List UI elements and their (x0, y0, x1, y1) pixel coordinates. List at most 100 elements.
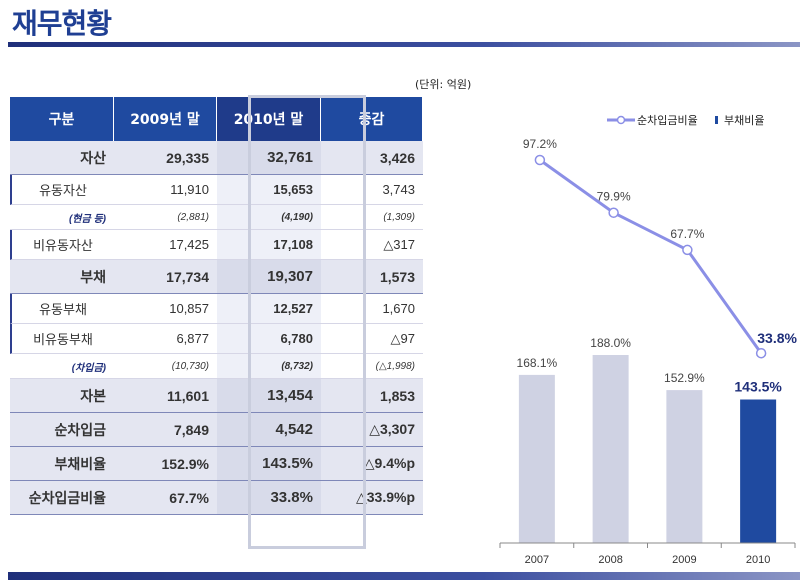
row-label: 부채비율 (10, 447, 114, 481)
value-change: (△1,998) (321, 354, 423, 379)
row-label: (차입금) (10, 354, 114, 379)
bar-data-label: 168.1% (517, 356, 558, 370)
row-label: 자산 (10, 141, 114, 175)
value-2010: 13,454 (217, 379, 321, 413)
value-2009: 67.7% (114, 481, 217, 515)
legend-line-marker (616, 115, 626, 125)
table-row: 유동부채 10,857 12,527 1,670 (10, 294, 423, 324)
value-2009: 11,601 (114, 379, 217, 413)
table-row: 부채 17,734 19,307 1,573 (10, 260, 423, 294)
page-title: 재무현황 (12, 7, 112, 40)
row-label: 비유동자산 (10, 230, 114, 260)
row-label: 순차입금비율 (10, 481, 114, 515)
legend-line-label: 순차입금비율 (637, 114, 698, 127)
value-2009: (10,730) (114, 354, 217, 379)
bar (740, 399, 777, 543)
header-2009: 2009년 말 (114, 97, 217, 141)
bar-data-label: 152.9% (664, 371, 705, 385)
value-2010: 143.5% (217, 447, 321, 481)
title-divider (8, 42, 800, 47)
bar (592, 355, 629, 543)
table-row: 자본 11,601 13,454 1,853 (10, 379, 423, 413)
value-2009: 152.9% (114, 447, 217, 481)
value-change: △97 (321, 324, 423, 354)
line-data-label: 97.2% (523, 137, 557, 151)
value-2010: 4,542 (217, 413, 321, 447)
value-2010: 12,527 (217, 294, 321, 324)
value-2009: 29,335 (114, 141, 217, 175)
line-series: 97.2% 79.9% 67.7% 33.8% (523, 137, 798, 359)
line-data-label: 67.7% (670, 227, 704, 241)
line-point (755, 347, 767, 359)
x-axis: 2007 2008 2009 2010 (499, 542, 796, 566)
value-change: 3,743 (321, 175, 423, 205)
table-row: 순차입금비율 67.7% 33.8% △33.9%p (10, 481, 423, 515)
value-change: 1,573 (321, 260, 423, 294)
ratio-chart: 순차입금비율 부채비율 168.1% 188.0% 152.9% 143.5% 97.2… (499, 114, 798, 566)
table-row: 유동자산 11,910 15,653 3,743 (10, 175, 423, 205)
value-change: △9.4%p (321, 447, 423, 481)
value-change: △317 (321, 230, 423, 260)
table-row: 순차입금 7,849 4,542 △3,307 (10, 413, 423, 447)
row-label: 자본 (10, 379, 114, 413)
value-2010: 32,761 (217, 141, 321, 175)
x-tick-label: 2008 (598, 554, 622, 566)
table-row: 비유동부채 6,877 6,780 △97 (10, 324, 423, 354)
value-change: △3,307 (321, 413, 423, 447)
line-point (534, 154, 546, 166)
row-label: 부채 (10, 260, 114, 294)
table-row: (차입금) (10,730) (8,732) (△1,998) (10, 354, 423, 379)
value-change: △33.9%p (321, 481, 423, 515)
line-series-path (539, 158, 763, 355)
x-tick-label: 2007 (525, 554, 549, 566)
value-change: (1,309) (321, 205, 423, 230)
table-header-row: 구분 2009년 말 2010년 말 증감 (10, 97, 423, 141)
x-tick-label: 2009 (672, 554, 696, 566)
chart-legend: 순차입금비율 부채비율 (607, 114, 764, 127)
value-2009: 17,425 (114, 230, 217, 260)
financial-table: 구분 2009년 말 2010년 말 증감 자산 29,335 32,761 3,42… (10, 97, 423, 515)
value-2010: 6,780 (217, 324, 321, 354)
bar-data-label: 188.0% (590, 336, 631, 350)
value-2010: 19,307 (217, 260, 321, 294)
table-row: 비유동자산 17,425 17,108 △317 (10, 230, 423, 260)
row-label: 순차입금 (10, 413, 114, 447)
value-2009: 17,734 (114, 260, 217, 294)
value-change: 1,853 (321, 379, 423, 413)
header-2010: 2010년 말 (217, 97, 321, 141)
line-point (682, 244, 693, 256)
row-label: 유동부채 (10, 294, 114, 324)
bar-series: 168.1% 188.0% 152.9% 143.5% (517, 336, 782, 543)
value-change: 3,426 (321, 141, 423, 175)
line-point (608, 207, 619, 218)
value-2010: 33.8% (217, 481, 321, 515)
header-change: 증감 (321, 97, 423, 141)
table-body: 자산 29,335 32,761 3,426 유동자산 11,910 15,653 3,743… (10, 141, 423, 515)
table-row: 자산 29,335 32,761 3,426 (10, 141, 423, 175)
value-2009: (2,881) (114, 205, 217, 230)
bar (518, 374, 555, 543)
bar (666, 390, 703, 543)
value-2010: (4,190) (217, 205, 321, 230)
header-category: 구분 (10, 97, 114, 141)
legend-bar-label: 부채비율 (724, 114, 764, 127)
table-row: 부채비율 152.9% 143.5% △9.4%p (10, 447, 423, 481)
value-2010: (8,732) (217, 354, 321, 379)
row-label: 비유동부채 (10, 324, 114, 354)
unit-note: (단위: 억원) (415, 78, 472, 91)
value-2010: 17,108 (217, 230, 321, 260)
value-2010: 15,653 (217, 175, 321, 205)
line-data-label: 33.8% (757, 330, 797, 346)
value-2009: 6,877 (114, 324, 217, 354)
row-label: (현금 등) (10, 205, 114, 230)
row-label: 유동자산 (10, 175, 114, 205)
legend-bar-swatch (715, 116, 718, 124)
value-change: 1,670 (321, 294, 423, 324)
table-row: (현금 등) (2,881) (4,190) (1,309) (10, 205, 423, 230)
x-tick-label: 2010 (746, 554, 770, 566)
value-2009: 10,857 (114, 294, 217, 324)
bar-data-label: 143.5% (734, 379, 782, 395)
bottom-divider (8, 572, 800, 580)
value-2009: 7,849 (114, 413, 217, 447)
line-data-label: 79.9% (597, 190, 631, 204)
